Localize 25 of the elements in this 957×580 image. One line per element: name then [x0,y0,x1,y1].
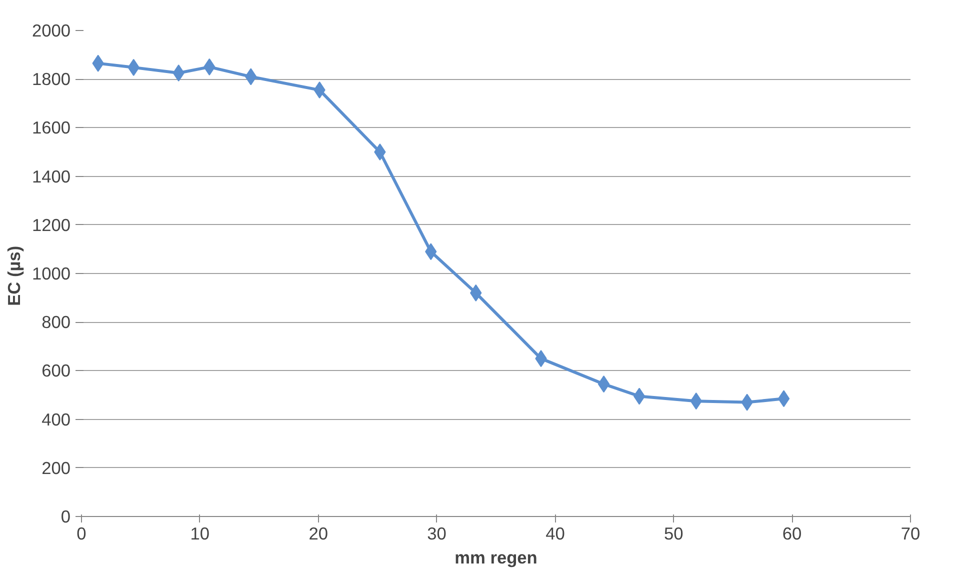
x-tick-label: 10 [190,524,210,544]
x-tick-label: 60 [782,524,802,544]
x-tick-label: 20 [308,524,328,544]
x-tick-label: 30 [427,524,446,544]
y-tick-label: 1000 [32,264,71,284]
x-tick-label: 50 [664,524,684,544]
point [374,144,386,160]
y-tick-label: 200 [42,458,71,478]
point [633,388,646,405]
y-tick-label: 1800 [32,69,71,90]
y-tick-label: 400 [42,409,71,430]
y-tick-label: 1400 [32,166,71,186]
point [598,376,610,393]
x-tick-label: 0 [76,524,86,544]
y-tick-label: 1600 [32,118,71,138]
y-axis-title: EC (µs) [4,246,24,306]
x-tick-label: 70 [900,524,920,544]
x-axis-title: mm regen [454,548,538,568]
y-tick-label: 0 [60,506,71,526]
point [778,390,790,408]
y-tick-label: 600 [42,360,71,381]
x-tick-label: 40 [546,524,565,544]
y-tick-label: 2000 [32,20,71,40]
y-tick-label: 1200 [32,214,71,235]
y-tick-label: 800 [42,312,71,332]
